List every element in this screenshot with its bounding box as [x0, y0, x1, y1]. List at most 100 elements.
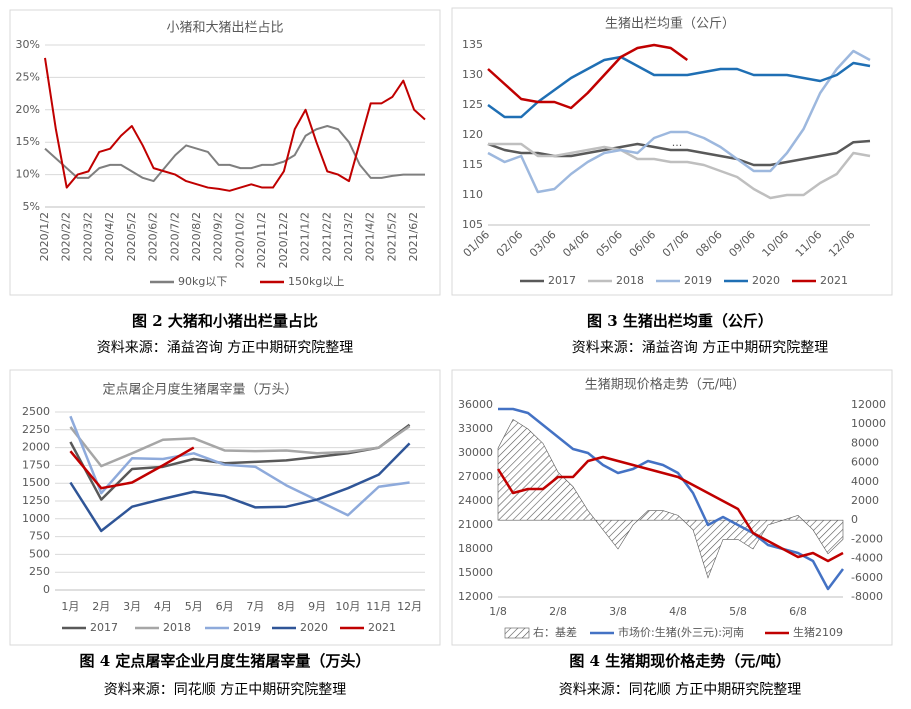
panel	[9, 369, 441, 646]
chart-title: 生猪期现价格走势（元/吨）	[585, 377, 745, 393]
y-tick-label: 30%	[16, 38, 40, 51]
x-tick-label: 3月	[123, 600, 141, 613]
line	[487, 43, 689, 110]
x-tick-label: 11/06	[793, 228, 825, 260]
x-tick-label: 08/06	[693, 228, 725, 260]
line	[487, 49, 871, 194]
legend-label: 2017	[90, 621, 118, 634]
line	[488, 142, 871, 200]
x-tick-label: 5月	[185, 600, 203, 613]
y-tick-label: 1500	[22, 476, 50, 489]
y2-tick-label: 2000	[851, 494, 879, 507]
x-tick-label: 2020/2/2	[60, 212, 73, 261]
x-tick-label: 2020/5/2	[125, 212, 138, 261]
x-tick-label: 2021/5/2	[385, 212, 398, 261]
y-tick-label: 27000	[458, 470, 493, 483]
y-tick-label: 120	[462, 128, 483, 141]
y-tick-label: 750	[29, 530, 50, 543]
line	[69, 446, 195, 490]
x-tick-label: 01/06	[461, 228, 493, 260]
y-tick-label: 10%	[16, 168, 40, 181]
x-tick-label: 06/06	[627, 228, 659, 260]
legend-label: 生猪2109	[793, 625, 843, 639]
x-tick-label: 2月	[92, 600, 110, 613]
y2-tick-label: 6000	[851, 456, 879, 469]
panel	[451, 369, 893, 646]
source: 资料来源：同花顺 方正中期研究院整理	[559, 682, 801, 698]
y-tick-label: 250	[29, 565, 50, 578]
y-tick-label: 110	[462, 188, 483, 201]
x-tick-label: 7月	[246, 600, 264, 613]
y-tick-label: 20%	[16, 103, 40, 116]
y2-tick-label: 4000	[851, 475, 879, 488]
x-tick-label: 2020/3/2	[81, 212, 94, 261]
y2-tick-label: -4000	[851, 552, 883, 565]
y-tick-label: 5%	[23, 200, 40, 213]
legend-label: 90kg以下	[178, 275, 227, 288]
line	[69, 442, 411, 533]
y-tick-label: 21000	[458, 518, 493, 531]
y-tick-label: 15%	[16, 135, 40, 148]
legend-label: 右：基差	[533, 625, 577, 639]
legend-label: 2021	[368, 621, 396, 634]
y-tick-label: 135	[462, 38, 483, 51]
x-tick-label: 07/06	[660, 228, 692, 260]
y-tick-label: 25%	[16, 70, 40, 83]
x-tick-label: 2/8	[549, 605, 567, 618]
x-tick-label: 1/8	[489, 605, 507, 618]
line	[69, 415, 410, 517]
line	[496, 455, 844, 563]
y-tick-label: 130	[462, 68, 483, 81]
y-tick-label: 1750	[22, 458, 50, 471]
x-tick-label: 6/8	[789, 605, 807, 618]
x-tick-label: 04/06	[560, 228, 592, 260]
x-tick-label: 12月	[397, 600, 422, 613]
x-tick-label: 4/8	[669, 605, 687, 618]
chart-title: 生猪出栏均重（公斤）	[605, 16, 735, 32]
legend-label: 2017	[548, 274, 576, 287]
y2-tick-label: -2000	[851, 532, 883, 545]
line	[44, 57, 426, 192]
caption: 图 4 定点屠宰企业月度生猪屠宰量（万头）	[80, 652, 371, 670]
x-tick-label: 11月	[366, 600, 391, 613]
y-tick-label: 2500	[22, 405, 50, 418]
caption: 图 2 大猪和小猪出栏量占比	[132, 312, 318, 330]
x-tick-label: 6月	[216, 600, 234, 613]
x-tick-label: 5/8	[729, 605, 747, 618]
x-tick-label: 2021/2/2	[320, 212, 333, 261]
y-tick-label: 0	[43, 583, 50, 596]
x-tick-label: 03/06	[527, 228, 559, 260]
y2-tick-label: -6000	[851, 571, 883, 584]
x-tick-label: 09/06	[726, 228, 758, 260]
y-tick-label: 15000	[458, 566, 493, 579]
line	[44, 125, 425, 183]
y2-tick-label: 12000	[851, 398, 886, 411]
y-tick-label: 115	[462, 158, 483, 171]
y-tick-label: 2250	[22, 423, 50, 436]
chart-title: 定点屠企月度生猪屠宰量（万头）	[102, 382, 297, 398]
legend-label: 2021	[820, 274, 848, 287]
x-tick-label: 2020/12/2	[277, 212, 290, 268]
caption: 图 3 生猪出栏均重（公斤）	[587, 312, 773, 330]
x-tick-label: 12/06	[826, 228, 858, 260]
legend-swatch	[504, 627, 530, 639]
panel	[451, 7, 893, 296]
source: 资料来源：同花顺 方正中期研究院整理	[104, 682, 346, 698]
y-tick-label: 1000	[22, 512, 50, 525]
x-tick-label: 2020/4/2	[103, 212, 116, 261]
line	[487, 55, 871, 119]
x-tick-label: 2020/10/2	[233, 212, 246, 268]
x-tick-label: 2020/6/2	[147, 212, 160, 261]
legend-label: 2019	[233, 621, 261, 634]
x-tick-label: 2020/8/2	[190, 212, 203, 261]
legend-label: 2019	[684, 274, 712, 287]
y-tick-label: 12000	[458, 590, 493, 603]
y2-tick-label: 8000	[851, 436, 879, 449]
y2-tick-label: 10000	[851, 417, 886, 430]
x-tick-label: 1月	[61, 600, 79, 613]
x-tick-label: 10/06	[760, 228, 792, 260]
x-tick-label: 2020/1/2	[38, 212, 51, 261]
source: 资料来源：涌益咨询 方正中期研究院整理	[572, 340, 828, 356]
x-tick-label: 2020/7/2	[168, 212, 181, 261]
